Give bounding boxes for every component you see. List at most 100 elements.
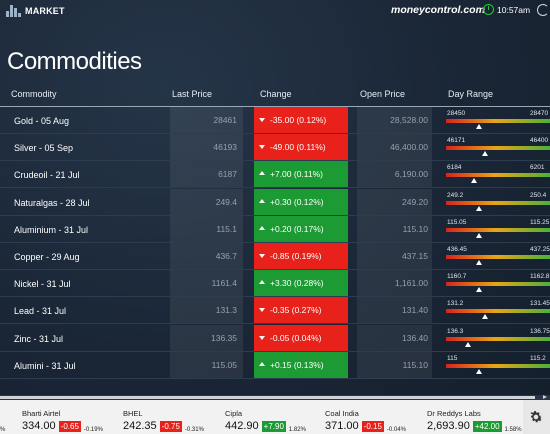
- clock-icon: [483, 4, 494, 15]
- header-open-price[interactable]: Open Price: [360, 89, 406, 99]
- change-cell: -0.05 (0.04%): [254, 324, 348, 351]
- table-row[interactable]: Alumini - 31 Jul 115.05 +0.15 (0.13%) 115.1…: [0, 351, 550, 379]
- range-high: 28470: [530, 110, 549, 117]
- scrollbar-thumb[interactable]: [0, 396, 535, 399]
- range-marker-icon: [476, 287, 482, 293]
- table-row[interactable]: Gold - 05 Aug 28461 -35.00 (0.12%) 28,528.0…: [0, 107, 550, 134]
- range-marker-icon: [476, 205, 482, 211]
- top-bar: MARKET moneycontrol.com 10:57am: [0, 0, 550, 22]
- section-title[interactable]: MARKET: [25, 6, 65, 16]
- header-commodity[interactable]: Commodity: [11, 89, 57, 99]
- ticker-edge-pct: %: [0, 427, 6, 433]
- open-price-cell: 437.15: [357, 243, 432, 269]
- table-row[interactable]: Lead - 31 Jul 131.3 -0.35 (0.27%) 131.40 131…: [0, 297, 550, 325]
- day-range-cell: 115.05 115.25: [443, 216, 550, 242]
- range-bar: [446, 255, 550, 259]
- change-value: -49.00 (0.11%): [270, 142, 326, 153]
- day-range-cell: 131.2 131.45: [443, 297, 550, 323]
- change-value: -35.00 (0.12%): [270, 115, 327, 125]
- range-high: 250.4: [530, 191, 547, 199]
- open-price: 437.15: [402, 251, 428, 261]
- change-value: -0.35 (0.27%): [270, 305, 322, 316]
- range-bar: [446, 227, 550, 232]
- range-low: 6184: [447, 164, 462, 172]
- table-row[interactable]: Copper - 29 Aug 436.7 -0.85 (0.19%) 437.15 4…: [0, 243, 550, 270]
- last-price-cell: 115.1: [170, 215, 243, 242]
- range-high: 136.75: [530, 327, 550, 335]
- change-cell: +0.15 (0.13%): [254, 351, 348, 378]
- header-last-price[interactable]: Last Price: [172, 89, 213, 99]
- last-price: 1161.4: [211, 278, 237, 289]
- market-bars-icon[interactable]: [6, 4, 21, 17]
- range-marker-icon: [476, 232, 482, 238]
- settings-button[interactable]: [523, 400, 550, 434]
- open-price-cell: 1,161.00: [357, 270, 432, 297]
- last-price-cell: 1161.4: [170, 270, 243, 297]
- stock-ticker: % Bharti Airtel 334.00 -0.65 -0.19% BHEL 242.…: [0, 400, 550, 434]
- table-row[interactable]: Naturalgas - 28 Jul 249.4 +0.30 (0.12%) 249…: [0, 188, 550, 216]
- ticker-pct: -0.31%: [184, 427, 204, 433]
- table-row[interactable]: Crudeoil - 21 Jul 6187 +7.00 (0.11%) 6,190.…: [0, 161, 550, 189]
- range-bar: [446, 363, 550, 368]
- table-row[interactable]: Nickel - 31 Jul 1161.4 +3.30 (0.28%) 1,161.…: [0, 270, 550, 298]
- change-cell: -0.85 (0.19%): [254, 243, 348, 269]
- last-price: 46193: [213, 142, 237, 153]
- last-price: 436.7: [215, 251, 237, 261]
- day-range-cell: 1160.7 1162.8: [443, 270, 550, 296]
- range-bar: [446, 119, 550, 123]
- table-row[interactable]: Aluminium - 31 Jul 115.1 +0.20 (0.17%) 115.…: [0, 215, 550, 243]
- last-price-cell: 136.35: [170, 324, 243, 351]
- range-low: 436.45: [447, 246, 467, 253]
- open-price: 46,400.00: [390, 142, 428, 153]
- range-bar: [446, 282, 550, 287]
- last-price-cell: 249.4: [170, 188, 243, 215]
- refresh-icon[interactable]: [537, 4, 549, 16]
- commodity-name: Silver - 05 Sep: [14, 143, 74, 154]
- day-range-cell: 28450 28470: [443, 107, 550, 133]
- range-high: 1162.8: [530, 273, 550, 281]
- ticker-name: Dr Reddys Labs: [427, 409, 481, 418]
- open-price-cell: 249.20: [357, 188, 432, 215]
- commodity-name: Alumini - 31 Jul: [14, 360, 76, 371]
- open-price-cell: 46,400.00: [357, 134, 432, 161]
- day-range-cell: 136.3 136.75: [443, 325, 550, 351]
- gear-icon: [530, 411, 543, 423]
- table-row[interactable]: Silver - 05 Sep 46193 -49.00 (0.11%) 46,400…: [0, 134, 550, 162]
- header-day-range[interactable]: Day Range: [448, 89, 494, 99]
- change-value: -0.05 (0.04%): [270, 332, 322, 343]
- day-range-cell: 46171 46400: [443, 134, 550, 160]
- scroll-right-arrow-icon[interactable]: [543, 395, 547, 399]
- range-low: 115.05: [447, 218, 467, 226]
- ticker-pct: -0.04%: [386, 427, 406, 433]
- open-price: 6,190.00: [394, 169, 428, 180]
- change-cell: -35.00 (0.12%): [254, 107, 348, 133]
- ticker-pct: -0.19%: [83, 427, 103, 433]
- change-cell: +3.30 (0.28%): [254, 270, 348, 297]
- page-title: Commodities: [7, 48, 142, 76]
- change-cell: -0.35 (0.27%): [254, 297, 348, 324]
- last-price-cell: 436.7: [170, 243, 243, 269]
- change-cell: +7.00 (0.11%): [254, 161, 348, 188]
- commodity-name: Gold - 05 Aug: [14, 116, 70, 126]
- range-bar: [446, 173, 550, 178]
- commodity-name: Crudeoil - 21 Jul: [14, 170, 80, 181]
- ticker-pct: 1.82%: [288, 427, 306, 433]
- ticker-price: 242.35: [123, 420, 157, 432]
- day-range-cell: 115 115.2: [443, 352, 550, 378]
- arrow-down-icon: [259, 308, 265, 313]
- range-low: 46171: [447, 137, 466, 145]
- last-price-cell: 6187: [170, 161, 243, 188]
- change-cell: -49.00 (0.11%): [254, 134, 348, 161]
- horizontal-scrollbar[interactable]: [0, 395, 550, 400]
- ticker-change: +42.00: [472, 421, 502, 432]
- range-high: 437.25: [530, 246, 550, 253]
- range-marker-icon: [470, 178, 477, 184]
- range-high: 6201: [530, 164, 545, 172]
- table-row[interactable]: Zinc - 31 Jul 136.35 -0.05 (0.04%) 136.40 13…: [0, 324, 550, 352]
- last-price-cell: 46193: [170, 134, 243, 161]
- header-change[interactable]: Change: [260, 89, 292, 99]
- day-range-cell: 6184 6201: [443, 161, 550, 187]
- arrow-up-icon: [259, 171, 265, 176]
- arrow-up-icon: [259, 225, 265, 230]
- ticker-price: 334.00: [22, 420, 56, 432]
